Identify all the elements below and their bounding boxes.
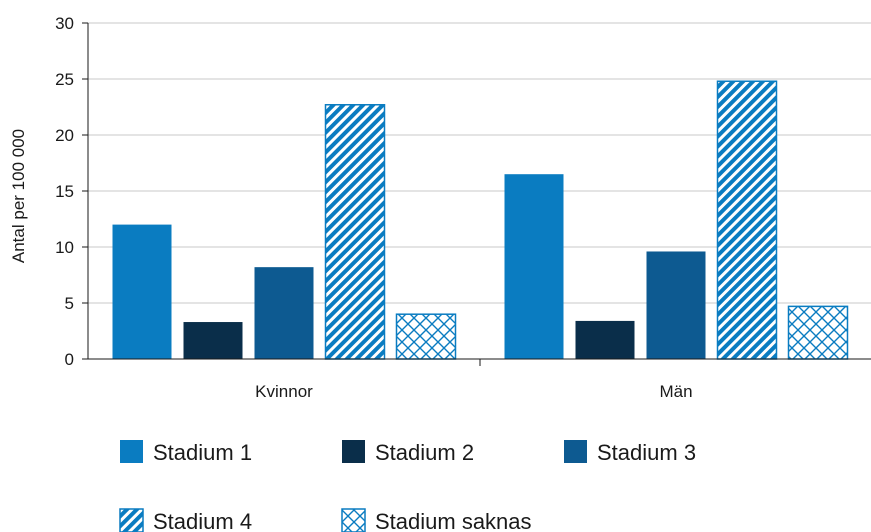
bar-stadium-4-män bbox=[716, 80, 778, 360]
legend-item-stadium-1: Stadium 1 bbox=[120, 440, 252, 465]
y-tick-label: 30 bbox=[55, 14, 74, 33]
legend-label: Stadium saknas bbox=[375, 509, 532, 532]
legend-item-stadium-saknas: Stadium saknas bbox=[341, 508, 532, 532]
axes bbox=[82, 22, 871, 366]
legend-swatch bbox=[119, 508, 144, 532]
legend-swatch bbox=[341, 508, 366, 532]
y-tick-label: 10 bbox=[55, 238, 74, 257]
category-labels: Kvinnor Män bbox=[255, 382, 692, 401]
legend-swatch bbox=[342, 440, 365, 463]
bar-stadium-4-kvinnor bbox=[324, 104, 386, 360]
legend-swatch bbox=[120, 440, 143, 463]
legend-item-stadium-4: Stadium 4 bbox=[119, 508, 252, 532]
bar-stadium-2-män bbox=[575, 320, 635, 359]
bar-stadium-3-män bbox=[646, 251, 706, 359]
legend-item-stadium-3: Stadium 3 bbox=[564, 440, 696, 465]
legend-item-stadium-2: Stadium 2 bbox=[342, 440, 474, 465]
y-tick-label: 25 bbox=[55, 70, 74, 89]
bar-stadium-1-kvinnor bbox=[112, 224, 172, 359]
bar-stadium-1-män bbox=[504, 174, 564, 359]
legend-label: Stadium 2 bbox=[375, 440, 474, 465]
legend-label: Stadium 1 bbox=[153, 440, 252, 465]
legend: Stadium 1 Stadium 2 Stadium 3 Stadium 4 Stad… bbox=[119, 440, 696, 532]
y-tick-label: 5 bbox=[65, 294, 74, 313]
bar-stadium-saknas-kvinnor bbox=[395, 313, 457, 360]
y-tick-labels: 0 5 10 15 20 25 30 bbox=[55, 14, 74, 369]
legend-label: Stadium 4 bbox=[153, 509, 252, 532]
bar-stadium-3-kvinnor bbox=[254, 267, 314, 359]
y-tick-label: 0 bbox=[65, 350, 74, 369]
legend-swatch bbox=[564, 440, 587, 463]
y-tick-label: 20 bbox=[55, 126, 74, 145]
y-tick-label: 15 bbox=[55, 182, 74, 201]
category-label: Män bbox=[659, 382, 692, 401]
y-axis-label: Antal per 100 000 bbox=[9, 129, 28, 263]
bar-stadium-2-kvinnor bbox=[183, 322, 243, 359]
bars bbox=[112, 80, 849, 360]
category-label: Kvinnor bbox=[255, 382, 313, 401]
bar-stadium-saknas-män bbox=[787, 305, 849, 360]
legend-label: Stadium 3 bbox=[597, 440, 696, 465]
